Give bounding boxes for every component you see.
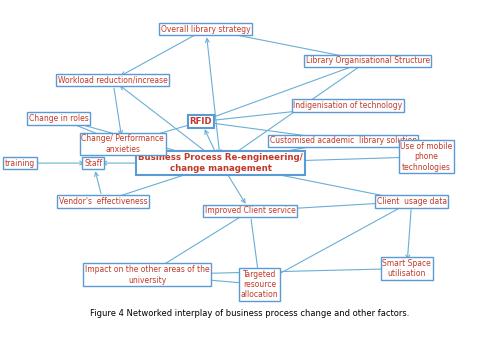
Text: Smart Space
utilisation: Smart Space utilisation — [382, 259, 431, 278]
Text: Library Organisational Structure: Library Organisational Structure — [306, 57, 430, 66]
Text: Staff: Staff — [84, 159, 102, 168]
Text: Workload reduction/increase: Workload reduction/increase — [58, 76, 168, 85]
Text: Figure 4 Networked interplay of business process change and other factors.: Figure 4 Networked interplay of business… — [90, 308, 409, 318]
Text: Client  usage data: Client usage data — [376, 197, 447, 206]
Text: Customised academic  library solution: Customised academic library solution — [270, 136, 416, 145]
Text: Use of mobile
phone
technologies: Use of mobile phone technologies — [400, 142, 452, 172]
Text: Impact on the other areas of the
university: Impact on the other areas of the univers… — [85, 265, 210, 285]
Text: Targeted
resource
allocation: Targeted resource allocation — [241, 270, 279, 299]
Text: Change/ Performance
anxieties: Change/ Performance anxieties — [81, 134, 164, 154]
Text: Vendor's  effectiveness: Vendor's effectiveness — [58, 197, 148, 206]
Text: Improved Client service: Improved Client service — [204, 206, 296, 215]
Text: Indigenisation of technology: Indigenisation of technology — [294, 101, 403, 110]
Text: Business Process Re-engineering/
change management: Business Process Re-engineering/ change … — [138, 153, 303, 173]
Text: RFID: RFID — [190, 117, 212, 126]
Text: Change in roles: Change in roles — [29, 114, 89, 123]
Text: Overall library strategy: Overall library strategy — [161, 25, 250, 34]
Text: training: training — [4, 159, 35, 168]
